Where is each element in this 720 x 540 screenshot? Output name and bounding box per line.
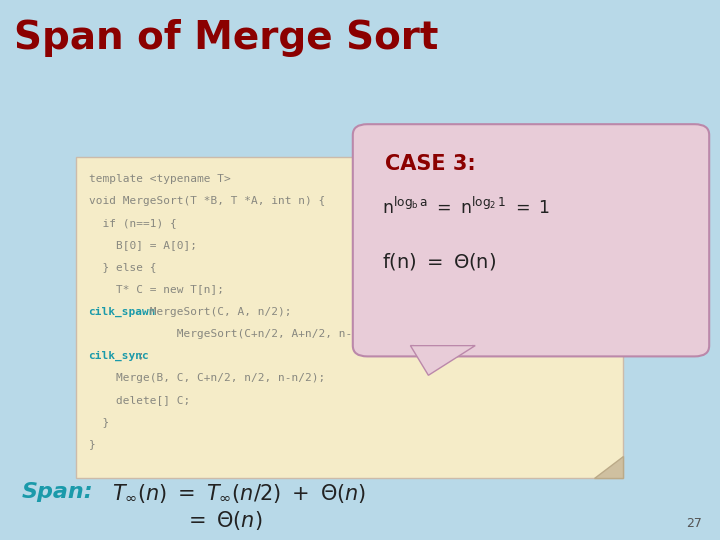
Text: }: } [89,417,109,428]
Text: Merge(B, C, C+n/2, n/2, n-n/2);: Merge(B, C, C+n/2, n/2, n-n/2); [89,373,325,383]
Text: }: } [89,440,95,450]
Text: B[0] = A[0];: B[0] = A[0]; [89,240,197,251]
Polygon shape [410,346,475,375]
FancyBboxPatch shape [353,124,709,356]
Text: if (n==1) {: if (n==1) { [89,218,176,228]
FancyBboxPatch shape [76,157,623,478]
Text: $T_\infty(n)\ =\ T_\infty(n/2)\ +\ \Theta(n)$: $T_\infty(n)\ =\ T_\infty(n/2)\ +\ \Thet… [112,482,366,504]
Text: template <typename T>: template <typename T> [89,174,230,184]
Text: $\mathsf{n^{\log_b a}\ =\ n^{\log_2 1}\ =\ 1}$: $\mathsf{n^{\log_b a}\ =\ n^{\log_2 1}\ … [382,197,549,218]
Text: ;: ; [138,351,144,361]
Text: 27: 27 [686,517,702,530]
Text: Span of Merge Sort: Span of Merge Sort [14,19,438,57]
Text: $\mathsf{f(n)\ =\ \Theta(n)}$: $\mathsf{f(n)\ =\ \Theta(n)}$ [382,251,496,272]
Text: MergeSort(C, A, n/2);: MergeSort(C, A, n/2); [143,307,291,317]
Text: delete[] C;: delete[] C; [89,395,190,406]
Text: CASE 3:: CASE 3: [385,154,476,174]
Text: cilk_spawn: cilk_spawn [89,307,156,317]
Text: void MergeSort(T *B, T *A, int n) {: void MergeSort(T *B, T *A, int n) { [89,196,325,206]
Text: MergeSort(C+n/2, A+n/2, n-n/2);: MergeSort(C+n/2, A+n/2, n-n/2); [89,329,386,339]
Text: } else {: } else { [89,262,156,273]
Polygon shape [594,456,623,478]
Text: T* C = new T[n];: T* C = new T[n]; [89,285,223,295]
Polygon shape [414,332,472,345]
Text: cilk_sync: cilk_sync [89,351,149,361]
Text: $=\ \Theta(n)$: $=\ \Theta(n)$ [184,509,262,532]
Text: Span:: Span: [22,482,93,502]
